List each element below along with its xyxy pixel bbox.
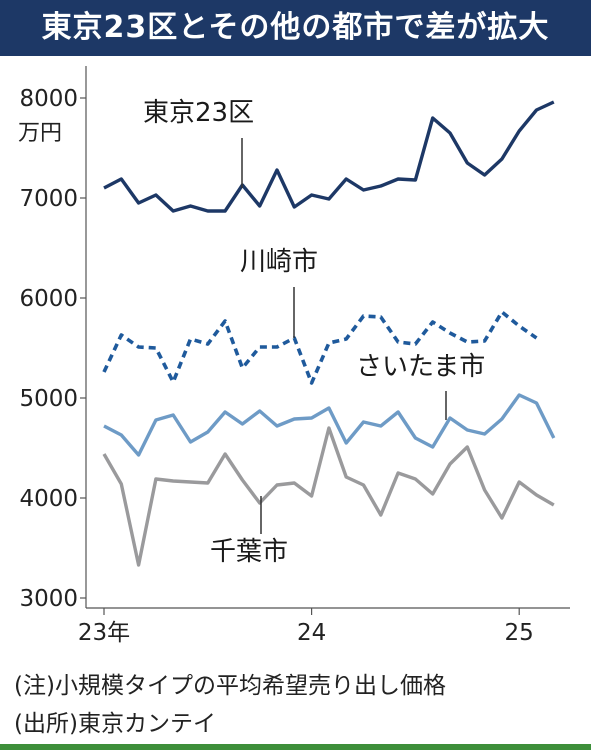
- series-line-kawasaki: [102, 310, 538, 385]
- y-axis: 3000 4000 5000 6000 7000 8000 万円: [18, 66, 87, 612]
- series-label-kawasaki: 川崎市: [240, 247, 318, 277]
- chart-title: 東京23区とその他の都市で差が拡大: [41, 10, 550, 45]
- y-tick-label: 3000: [19, 586, 78, 612]
- chart-note: (注)小規模タイプの平均希望売り出し価格: [14, 673, 446, 699]
- x-axis: 23年 24 25: [78, 607, 570, 646]
- series-lines: [102, 100, 556, 567]
- series-line-tokyo-23-wards: [103, 100, 555, 213]
- x-tick-label: 25: [505, 620, 534, 646]
- chart-source: (出所)東京カンテイ: [14, 711, 216, 737]
- y-tick-label: 8000: [19, 86, 78, 112]
- y-axis-unit: 万円: [18, 121, 62, 146]
- line-chart: 3000 4000 5000 6000 7000 8000 万円 23年 24 25 東京23区…: [18, 66, 570, 646]
- x-tick-label: 24: [297, 620, 326, 646]
- series-label-saitama: さいたま市: [356, 352, 485, 382]
- y-tick-label: 6000: [19, 286, 78, 312]
- title-bar: 東京23区とその他の都市で差が拡大: [0, 0, 591, 56]
- x-tick-label: 23年: [78, 620, 130, 646]
- y-tick-label: 5000: [19, 386, 78, 412]
- series-label-chiba: 千葉市: [210, 537, 288, 567]
- series-line-chiba: [102, 426, 555, 567]
- y-tick-label: 4000: [19, 486, 78, 512]
- series-label-tokyo-23-wards: 東京23区: [143, 98, 254, 128]
- y-tick-label: 7000: [19, 186, 78, 212]
- bottom-rule: [0, 744, 591, 750]
- series-line-saitama: [103, 393, 556, 457]
